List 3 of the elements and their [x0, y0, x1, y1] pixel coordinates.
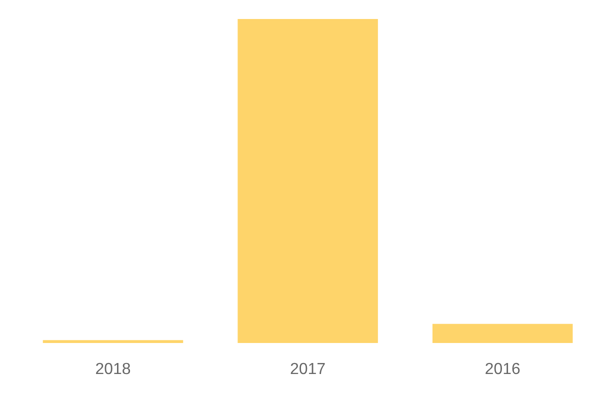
x-tick-label: 2017 — [290, 362, 325, 374]
x-tick-label: 2016 — [486, 362, 520, 374]
x-tick-label: 2018 — [96, 362, 130, 374]
